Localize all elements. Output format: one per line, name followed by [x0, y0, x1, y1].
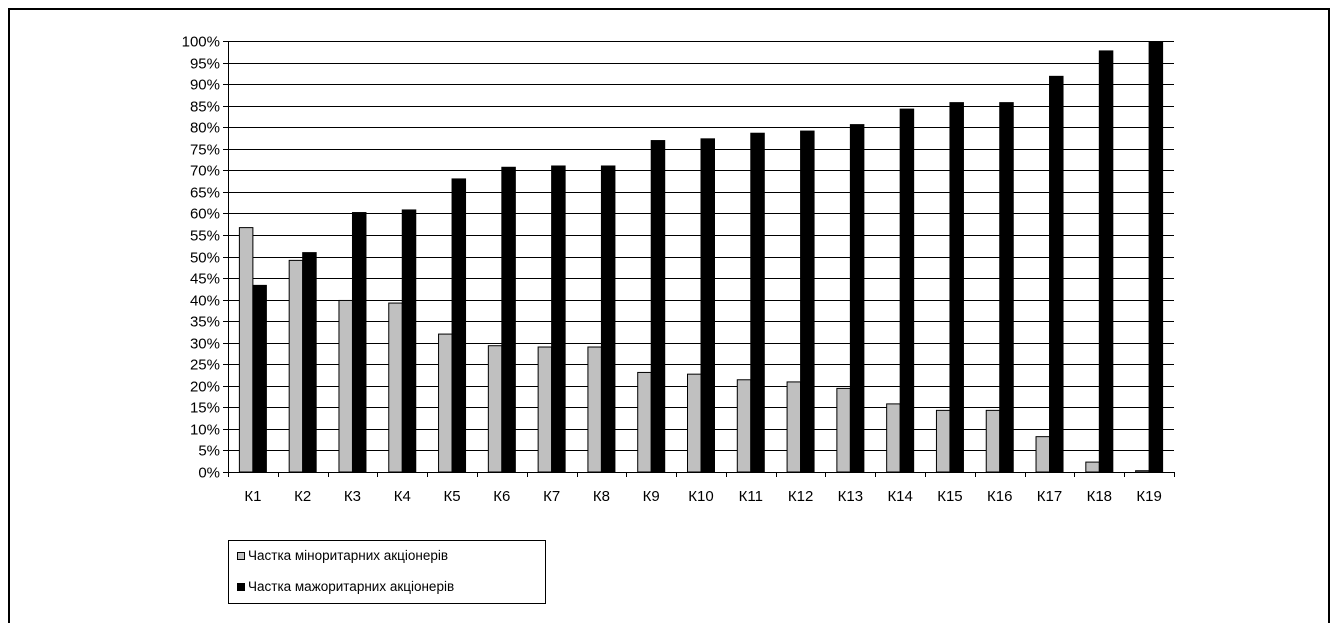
y-tick-label: 60%: [190, 206, 220, 223]
bar-majority: [402, 210, 416, 472]
x-tick-label: К7: [543, 488, 560, 505]
x-tick-label: К9: [643, 488, 660, 505]
bar-minority: [439, 334, 453, 472]
bar-majority: [751, 133, 765, 472]
legend-item-minority: Частка міноритарних акціонерів: [237, 548, 448, 563]
y-tick-label: 50%: [190, 250, 220, 267]
x-tick-label: К12: [788, 488, 813, 505]
y-tick-label: 80%: [190, 120, 220, 137]
legend-label-minority: Частка міноритарних акціонерів: [248, 548, 448, 563]
bar-majority: [1000, 103, 1014, 472]
legend-label-majority: Частка мажоритарних акціонерів: [248, 579, 454, 594]
bar-majority: [601, 166, 615, 472]
y-tick-label: 40%: [190, 293, 220, 310]
bar-majority: [1149, 42, 1163, 472]
x-tick-label: К15: [937, 488, 962, 505]
bar-majority: [1099, 51, 1113, 472]
bar-minority: [488, 346, 502, 472]
x-tick-label: К19: [1136, 488, 1161, 505]
y-tick-label: 65%: [190, 185, 220, 202]
y-tick-labels: 0% 5% 10% 15% 20% 25% 30% 35% 40% 45% 50% 55% 60% 65%…: [182, 34, 220, 482]
y-tick-label: 100%: [182, 34, 220, 51]
y-tick-label: 95%: [190, 56, 220, 73]
bar-majority: [850, 125, 864, 472]
bar-minority: [339, 300, 353, 472]
bar-majority: [352, 213, 366, 472]
legend-swatch-minority: [237, 552, 245, 560]
y-tick-label: 85%: [190, 99, 220, 116]
x-tick-labels: К1 К2 К3 К4 К5 К6 К7 К8 К9 К10 К11 К12 К13 К14 К15 К16 К…: [244, 488, 1161, 505]
bar-majority: [253, 285, 267, 472]
y-tick-label: 10%: [190, 422, 220, 439]
x-tick-label: К10: [688, 488, 713, 505]
x-tick-label: К3: [344, 488, 361, 505]
bar-minority: [588, 347, 602, 472]
bar-minority: [936, 410, 950, 472]
x-tick-label: К5: [444, 488, 461, 505]
y-tick-label: 20%: [190, 379, 220, 396]
bar-majority: [900, 109, 914, 472]
legend-swatch-majority: [237, 583, 245, 591]
legend: Частка міноритарних акціонерів Частка ма…: [228, 540, 546, 604]
y-tick-label: 30%: [190, 336, 220, 353]
bar-minority: [538, 347, 552, 472]
bar-minority: [389, 303, 403, 472]
bar-majority: [651, 141, 665, 472]
bar-minority: [737, 380, 751, 472]
x-tick-label: К8: [593, 488, 610, 505]
bar-minority: [986, 410, 1000, 472]
bar-minority: [688, 374, 702, 472]
y-tick-label: 45%: [190, 271, 220, 288]
bar-minority: [887, 404, 901, 472]
bar-majority: [303, 253, 317, 472]
y-tick-label: 5%: [198, 443, 220, 460]
x-tick-label: К4: [394, 488, 411, 505]
legend-item-majority: Частка мажоритарних акціонерів: [237, 579, 454, 594]
bar-majority: [701, 139, 715, 472]
bar-majority: [552, 166, 566, 472]
bar-minority: [1036, 437, 1050, 472]
y-tick-label: 75%: [190, 142, 220, 159]
x-tick-label: К6: [493, 488, 510, 505]
x-tick-label: К18: [1087, 488, 1112, 505]
bar-minority: [1086, 462, 1100, 472]
bar-majority: [801, 131, 815, 472]
bar-majority: [452, 179, 466, 472]
y-tick-label: 0%: [198, 465, 220, 482]
bar-minority: [239, 228, 253, 472]
y-tick-label: 15%: [190, 400, 220, 417]
y-tick-label: 90%: [190, 77, 220, 94]
x-tick-label: К1: [244, 488, 261, 505]
x-tick-label: К2: [294, 488, 311, 505]
bar-minority: [837, 388, 851, 472]
x-tick-label: К13: [838, 488, 863, 505]
bar-minority: [1136, 471, 1150, 472]
y-tick-label: 55%: [190, 228, 220, 245]
y-tick-label: 25%: [190, 357, 220, 374]
x-tick-label: К14: [887, 488, 912, 505]
x-tick-label: К16: [987, 488, 1012, 505]
x-tick-label: К11: [739, 488, 763, 505]
y-tick-label: 70%: [190, 163, 220, 180]
bar-majority: [950, 103, 964, 472]
y-tick-label: 35%: [190, 314, 220, 331]
bar-minority: [787, 382, 801, 472]
bar-minority: [289, 260, 303, 472]
bar-majority: [502, 167, 515, 472]
bar-minority: [638, 372, 652, 472]
bar-majority: [1050, 76, 1064, 472]
x-tick-label: К17: [1037, 488, 1062, 505]
